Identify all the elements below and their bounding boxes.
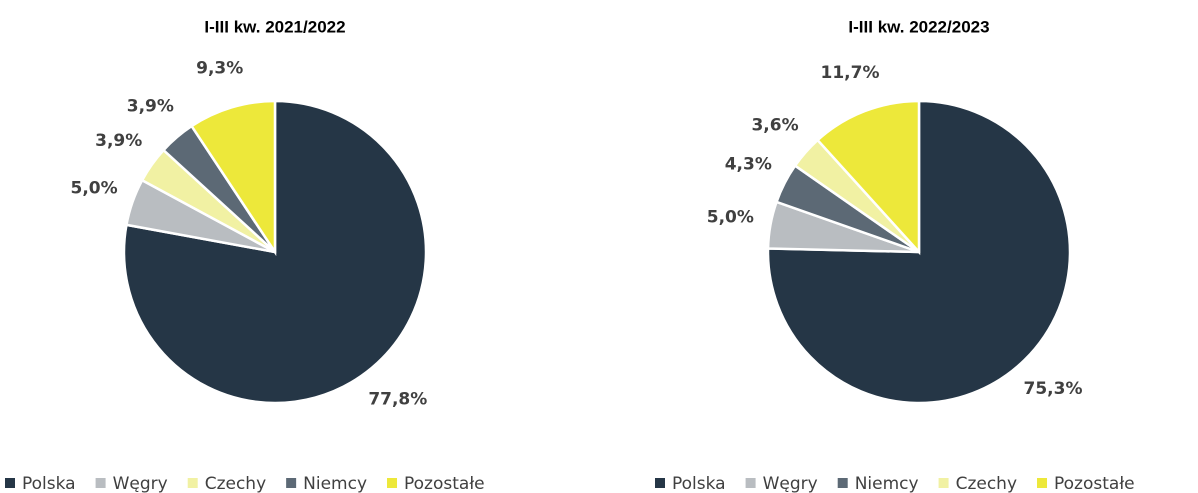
pie-slice [189,99,277,257]
legend-swatch [938,478,949,488]
legend-swatch [655,478,665,488]
legend-label: Węgry [763,474,818,493]
legend-swatch [95,478,106,488]
legend-label: Niemcy [303,474,367,493]
legend-label: Pozostałe [404,474,485,493]
legend-label: Polska [22,474,76,493]
data-label: 11,7% [821,63,880,83]
pie-slice [815,99,921,256]
legend-swatch [1037,478,1048,488]
legend-label: Niemcy [855,474,919,493]
data-label: 75,3% [1024,379,1083,399]
legend-swatch [387,478,398,488]
legend-swatch [286,478,297,488]
data-label: 5,0% [707,208,754,228]
legend-label: Czechy [205,474,266,493]
data-label: 5,0% [71,178,118,198]
legend-swatch [745,478,756,488]
legend-label: Czechy [956,474,1017,493]
legend-swatch [187,478,198,488]
data-label: 3,9% [127,96,174,116]
data-label: 4,3% [725,155,772,175]
legend-label: Pozostałe [1054,474,1135,493]
chart-title: I-III kw. 2022/2023 [848,17,989,36]
legend-label: Węgry [113,474,168,493]
legend-label: Polska [672,474,726,493]
data-label: 77,8% [368,389,427,409]
legend-swatch [5,478,15,488]
data-label: 9,3% [196,58,243,78]
data-label: 3,9% [95,131,142,151]
legend-swatch [837,478,848,488]
chart-title: I-III kw. 2021/2022 [204,17,345,36]
data-label: 3,6% [751,115,798,135]
